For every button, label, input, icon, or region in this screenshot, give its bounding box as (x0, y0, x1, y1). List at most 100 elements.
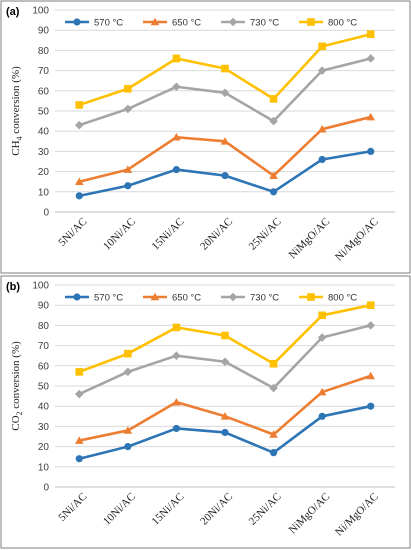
data-point-570 (367, 147, 375, 155)
series-650 (74, 112, 376, 185)
legend-label: 730 °C (250, 293, 279, 304)
legend-label: 800 °C (328, 293, 357, 304)
legend-label: 570 °C (94, 18, 123, 29)
y-tick-label: 40 (38, 127, 50, 138)
legend-item-650: 650 °C (143, 18, 201, 29)
y-tick-label: 20 (38, 442, 50, 453)
y-tick-label: 0 (43, 483, 49, 494)
y-tick-label: 50 (38, 382, 50, 393)
legend-marker (73, 293, 81, 301)
x-tick-label: 10Ni/AC (101, 216, 138, 253)
data-point-730 (123, 104, 133, 114)
series-570 (75, 402, 375, 463)
data-point-650 (74, 177, 84, 185)
data-point-570 (75, 192, 83, 200)
y-axis-label: CH4 conversion (%) (10, 66, 24, 156)
y-tick-label: 10 (38, 187, 50, 198)
legend-item-730: 730 °C (221, 293, 279, 304)
data-point-730 (220, 88, 230, 98)
legend-item-800: 800 °C (299, 18, 357, 29)
x-tick-label: Ni/MgO/AC (333, 216, 381, 264)
series-730 (74, 54, 376, 130)
legend-marker (228, 292, 238, 302)
data-point-570 (75, 455, 83, 463)
data-point-800 (75, 368, 84, 376)
data-point-650 (317, 124, 327, 133)
data-point-570 (124, 443, 132, 451)
y-axis-label: CO2 conversion (%) (10, 341, 24, 431)
chart-panel-a: 0 10 20 30 40 50 60 70 80 90 100 5Ni/AC 10Ni/AC 15Ni/… (0, 0, 411, 274)
data-point-650 (220, 412, 230, 420)
x-tick-label: 5Ni/AC (56, 216, 89, 249)
x-tick-label: 15Ni/AC (150, 491, 187, 528)
chart-frame (0, 275, 411, 549)
data-point-800 (269, 359, 278, 368)
data-point-650 (172, 397, 181, 406)
y-tick-label: 60 (38, 361, 50, 372)
data-point-800 (318, 311, 326, 320)
data-point-800 (172, 54, 181, 63)
legend-label: 650 °C (172, 18, 201, 29)
y-tick-label: 50 (38, 107, 50, 118)
data-point-570 (221, 428, 229, 437)
legend-marker (73, 18, 81, 26)
data-point-800 (366, 30, 375, 39)
data-point-800 (269, 95, 278, 103)
y-tick-label: 30 (38, 422, 50, 433)
data-point-570 (124, 182, 132, 190)
y-tick-label: 80 (38, 46, 50, 57)
data-point-730 (172, 82, 181, 92)
y-tick-label: 90 (38, 26, 50, 37)
x-tick-label: 25Ni/AC (247, 491, 284, 528)
data-point-730 (366, 321, 376, 330)
legend-marker (307, 18, 315, 26)
data-point-800 (124, 84, 132, 93)
x-tick-label: 25Ni/AC (247, 216, 284, 253)
data-point-650 (366, 112, 376, 121)
data-point-800 (221, 331, 229, 340)
data-point-730 (366, 54, 376, 63)
y-tick-label: 0 (43, 208, 49, 219)
legend-label: 800 °C (328, 18, 357, 29)
data-point-570 (269, 449, 278, 457)
y-tick-label: 80 (38, 321, 50, 332)
y-tick-label: 40 (38, 402, 50, 413)
data-point-730 (74, 120, 84, 130)
data-point-650 (74, 436, 84, 444)
y-tick-label: 30 (38, 147, 50, 158)
x-tick-label: 20Ni/AC (198, 216, 235, 253)
y-tick-label: 90 (38, 301, 50, 312)
data-point-730 (172, 351, 181, 360)
legend-label: 570 °C (94, 293, 123, 304)
x-tick-label: 10Ni/AC (101, 491, 138, 528)
legend-marker (150, 292, 160, 301)
data-point-730 (123, 367, 133, 377)
legend-item-800: 800 °C (299, 293, 357, 304)
data-point-730 (74, 389, 84, 399)
data-point-570 (172, 424, 181, 433)
legend-label: 730 °C (250, 18, 279, 29)
y-tick-label: 100 (32, 6, 49, 17)
data-point-800 (172, 323, 181, 332)
data-point-650 (269, 430, 278, 438)
chart-frame (0, 0, 411, 274)
legend-item-730: 730 °C (221, 18, 279, 29)
data-point-800 (366, 301, 375, 309)
legend-marker (307, 293, 315, 301)
data-point-650 (317, 387, 327, 396)
x-tick-label: 5Ni/AC (56, 491, 89, 524)
legend-marker (150, 17, 160, 26)
data-point-730 (269, 116, 278, 126)
series-570 (75, 147, 375, 200)
y-tick-label: 10 (38, 462, 50, 473)
x-tick-label: NiMgO/AC (287, 491, 333, 537)
line-chart-svg: 0 10 20 30 40 50 60 70 80 90 100 5Ni/AC 10Ni/AC 15Ni/… (0, 275, 411, 549)
data-point-650 (172, 133, 181, 141)
data-point-650 (220, 137, 230, 145)
data-point-730 (317, 66, 327, 75)
y-tick-label: 70 (38, 341, 50, 352)
series-800 (75, 30, 375, 109)
x-tick-label: 15Ni/AC (150, 216, 187, 253)
legend-label: 650 °C (172, 293, 201, 304)
